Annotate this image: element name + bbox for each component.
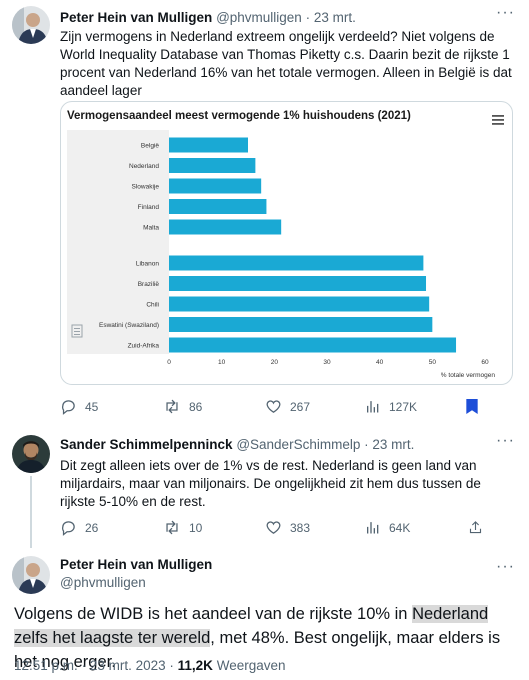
reply-icon [62, 521, 75, 536]
x-tick-1: 10 [218, 359, 226, 366]
avatar[interactable] [12, 435, 50, 473]
retweet-count: 86 [189, 399, 203, 414]
bar-7 [169, 296, 430, 312]
category-label-3: Finland [138, 204, 160, 211]
tweet-text: Zijn vermogens in Nederland extreem onge… [60, 29, 512, 98]
category-label-7: Chili [146, 302, 159, 309]
category-label-1: Nederland [129, 163, 159, 170]
retweet-button[interactable]: 86 [163, 398, 202, 415]
text-part: Volgens de WIDB is het aandeel van de ri… [14, 605, 413, 623]
text-part: , met 48%. Best ongelijk, maar elders is… [14, 629, 501, 671]
separator: · [169, 658, 174, 673]
share-button[interactable] [468, 519, 483, 536]
more-icon[interactable]: ··· [496, 4, 515, 21]
author-handle[interactable]: @SanderSchimmelp [236, 437, 361, 452]
views-button[interactable]: 127K [365, 398, 417, 415]
separator: · [81, 658, 87, 673]
chart-image[interactable]: Vermogensaandeel meest vermogende 1% hui… [60, 101, 513, 385]
bar-0 [169, 137, 248, 153]
tweet-actions: 45 86 267 127K [60, 398, 500, 416]
reply-icon [62, 400, 75, 415]
separator: · [364, 437, 369, 452]
views-count: 11,2K [177, 658, 213, 673]
like-count: 267 [290, 399, 311, 414]
category-label-5: Libanon [136, 261, 160, 268]
like-count: 383 [290, 520, 311, 535]
bar-6 [169, 276, 427, 291]
views-label: Weergaven [216, 658, 286, 673]
bar-9 [169, 337, 457, 353]
author-handle[interactable]: @phvmulligen [60, 575, 146, 590]
views-count: 64K [389, 520, 411, 535]
reply-button[interactable]: 26 [60, 519, 98, 536]
retweet-count: 10 [189, 520, 203, 535]
like-icon [266, 400, 281, 413]
category-label-0: België [141, 143, 159, 150]
like-button[interactable]: 383 [265, 519, 310, 536]
views-count: 127K [389, 399, 418, 414]
retweet-button[interactable]: 10 [163, 519, 202, 536]
tweet-time[interactable]: 23 mrt. [313, 10, 356, 25]
author-name[interactable]: Peter Hein van Mulligen [60, 10, 213, 25]
x-axis-label: % totale vermogen [441, 372, 496, 379]
category-label-4: Malta [143, 225, 159, 232]
bar-3 [169, 199, 267, 214]
bookmark-icon [466, 398, 478, 415]
tweet-2[interactable]: Sander Schimmelpenninck @SanderSchimmelp… [0, 428, 529, 548]
avatar[interactable] [12, 556, 50, 594]
author-name[interactable]: Peter Hein van Mulligen [60, 557, 213, 572]
retweet-icon [166, 399, 178, 414]
reply-count: 26 [85, 520, 99, 535]
chart-menu-icon[interactable] [492, 112, 504, 130]
tweet-actions: 26 10 383 64K [60, 519, 500, 537]
bar-1 [169, 158, 256, 173]
chart-label-area [67, 130, 169, 354]
tweet-1[interactable]: Peter Hein van Mulligen @phvmulligen · 2… [0, 0, 529, 428]
tweet-meta: 12:51 p.m. · 23 mrt. 2023 · 11,2K Weerga… [14, 658, 286, 673]
x-tick-2: 20 [271, 359, 279, 366]
bar-chart: België Nederland Slowakije Finland Malta Liba… [99, 137, 496, 379]
bookmark-button[interactable] [465, 398, 479, 415]
separator: · [305, 10, 311, 25]
tweet-header: Peter Hein van Mulligen @phvmulligen · 2… [60, 10, 356, 25]
detail-tweet-text: Volgens de WIDB is het aandeel van de ri… [14, 602, 519, 674]
thread-line [30, 476, 32, 548]
bar-2 [169, 178, 262, 194]
author-name[interactable]: Sander Schimmelpenninck [60, 437, 233, 452]
tweet-time[interactable]: 12:51 p.m. [14, 658, 78, 673]
avatar[interactable] [12, 6, 50, 44]
like-button[interactable]: 267 [265, 398, 310, 415]
reply-count: 45 [85, 399, 99, 414]
tweet-time[interactable]: 23 mrt. [372, 437, 415, 452]
tweet-text: Dit zegt alleen iets over de 1% vs de re… [60, 458, 481, 509]
chart-title: Vermogensaandeel meest vermogende 1% hui… [67, 110, 411, 122]
category-label-9: Zuid-Afrika [128, 343, 160, 350]
category-label-6: Brazilië [138, 281, 160, 288]
source-icon [71, 324, 83, 343]
views-icon [367, 522, 379, 534]
share-icon [469, 521, 482, 534]
author-handle[interactable]: @phvmulligen [216, 10, 302, 25]
tweet-date[interactable]: 23 mrt. 2023 [89, 658, 166, 673]
views-button[interactable]: 64K [365, 519, 410, 536]
bar-4 [169, 219, 282, 235]
category-label-2: Slowakije [132, 184, 160, 191]
more-icon[interactable]: ··· [496, 558, 515, 575]
x-tick-6: 60 [481, 359, 489, 366]
x-tick-3: 30 [323, 359, 331, 366]
tweet-header: Sander Schimmelpenninck @SanderSchimmelp… [60, 437, 414, 452]
retweet-icon [166, 520, 178, 535]
tweet-3[interactable]: Peter Hein van Mulligen @phvmulligen ··· [0, 548, 529, 680]
reply-button[interactable]: 45 [60, 398, 98, 415]
bar-8 [169, 317, 433, 332]
x-tick-5: 50 [429, 359, 437, 366]
x-tick-4: 40 [376, 359, 384, 366]
category-label-8: Eswatini (Swaziland) [99, 322, 159, 329]
more-icon[interactable]: ··· [496, 432, 515, 449]
x-tick-0: 0 [167, 359, 171, 366]
like-icon [266, 521, 281, 534]
views-icon [367, 401, 379, 413]
bar-5 [169, 255, 424, 271]
